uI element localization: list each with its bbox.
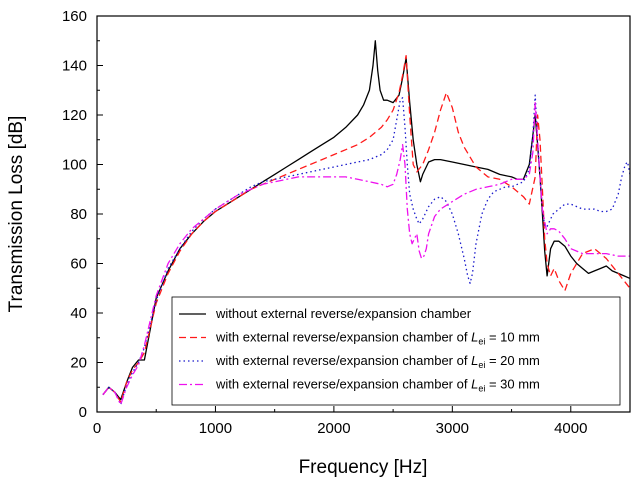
y-tick-label: 160	[62, 8, 87, 25]
legend-label-2: with external reverse/expansion chamber …	[215, 330, 540, 347]
y-tick-label: 20	[70, 355, 87, 372]
y-tick-label: 100	[62, 157, 87, 174]
series-line-1	[102, 40, 630, 401]
x-axis-title: Frequency [Hz]	[299, 457, 428, 478]
axis-ticks: 0 1000 2000 3000 4000 0 20 40 60 80 100 120 140 160	[62, 8, 587, 437]
y-tick-label: 80	[70, 206, 87, 223]
y-tick-label: 140	[62, 58, 87, 75]
y-tick-label: 40	[70, 305, 87, 322]
series-line-4	[102, 101, 630, 406]
x-tick-label: 4000	[554, 420, 587, 437]
x-tick-label: 0	[93, 420, 101, 437]
legend-label-3: with external reverse/expansion chamber …	[215, 353, 540, 370]
legend: without external reverse/expansion chamb…	[171, 296, 621, 406]
x-tick-label: 1000	[199, 420, 232, 437]
series-line-2	[102, 54, 630, 403]
legend-label-4: with external reverse/expansion chamber …	[215, 377, 540, 394]
legend-box	[171, 296, 621, 406]
x-tick-label: 2000	[317, 420, 350, 437]
y-tick-label: 60	[70, 256, 87, 273]
y-tick-label: 120	[62, 107, 87, 124]
data-series-layer	[102, 40, 630, 406]
legend-label-1: without external reverse/expansion chamb…	[215, 306, 472, 321]
x-tick-label: 3000	[436, 420, 469, 437]
y-axis-title: Transmission Loss [dB]	[6, 116, 27, 313]
y-tick-label: 0	[79, 404, 87, 421]
